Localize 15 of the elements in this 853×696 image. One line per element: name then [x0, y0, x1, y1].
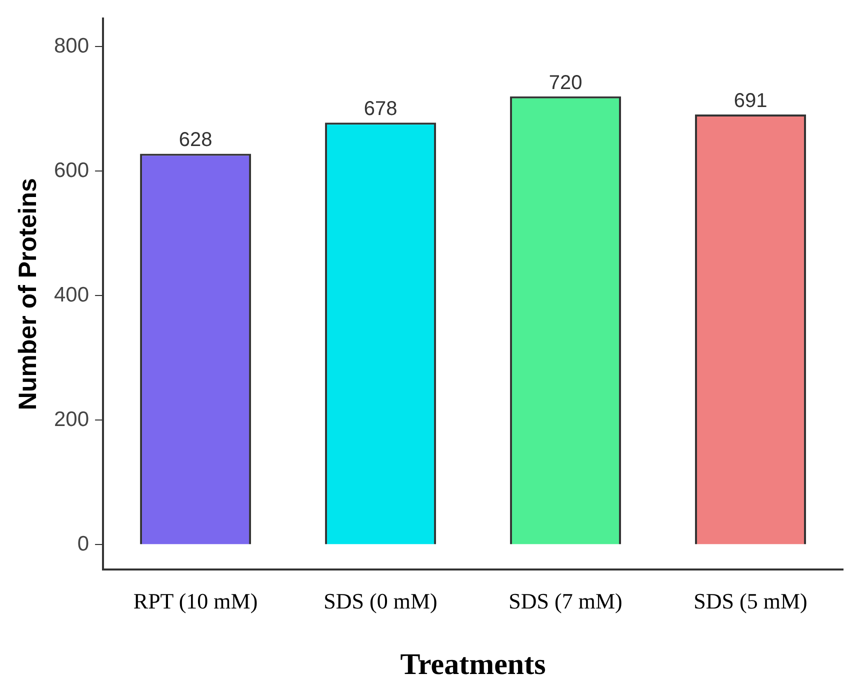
- y-axis-title: Number of Proteins: [14, 178, 42, 410]
- y-tick-label: 200: [54, 408, 90, 431]
- x-tick-label: SDS (7 mM): [508, 588, 622, 614]
- data-label: 628: [178, 129, 212, 152]
- x-axis-title: Treatments: [400, 648, 546, 681]
- x-tick-label: RPT (10 mM): [133, 588, 258, 614]
- data-label: 720: [548, 72, 582, 94]
- y-tick-label: 600: [54, 158, 90, 182]
- y-tick-label: 800: [54, 34, 90, 58]
- y-tick-label: 0: [77, 532, 90, 556]
- x-tick-label: SDS (0 mM): [324, 588, 438, 614]
- x-tick-label: SDS (5 mM): [694, 588, 808, 614]
- y-tick-label: 400: [54, 283, 90, 306]
- data-label: 691: [734, 90, 768, 112]
- data-label: 678: [364, 98, 398, 120]
